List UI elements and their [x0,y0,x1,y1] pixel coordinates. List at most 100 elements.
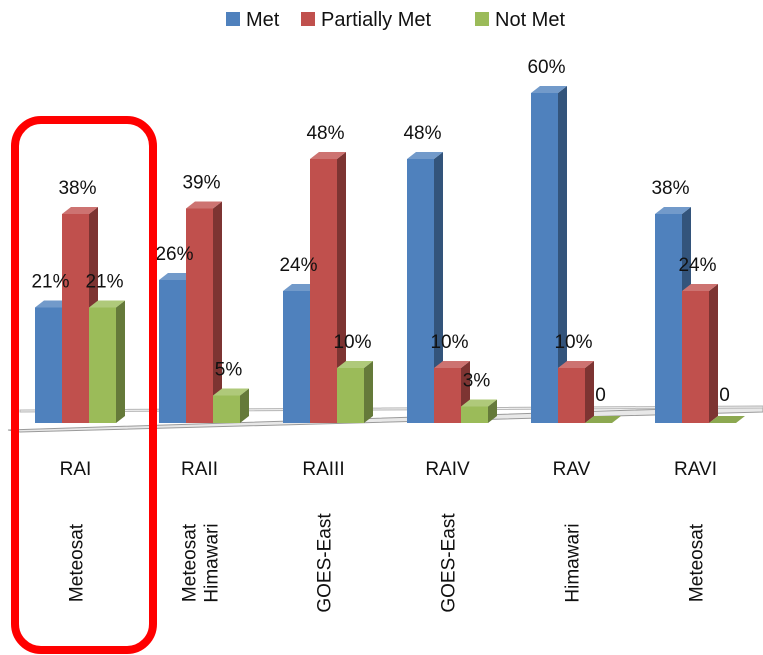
data-label: 38% [58,178,96,199]
bar-side [709,284,718,423]
data-label: 0 [719,385,730,406]
bar-RAIII-partially-met [310,152,346,423]
bar-side [116,300,125,423]
bar-zero [585,416,621,423]
bar-RAI-not-met [89,300,125,423]
bar-RAII-not-met [213,388,249,423]
bar-front [434,368,461,423]
highlight-layer [11,116,157,654]
bar-front [283,291,310,423]
highlight-box [11,116,157,654]
legend-swatch [226,12,240,26]
bar-top [655,207,691,214]
bar-RAVI-partially-met [682,284,718,423]
legend-label: Not Met [495,9,565,31]
data-label: 10% [333,332,371,353]
data-label: 10% [554,332,592,353]
data-label: 5% [215,360,243,381]
bar-front [655,214,682,423]
category-label-RAIV: RAIV [425,459,470,480]
bar-front [62,214,89,423]
legend-item-met: Met [226,9,280,31]
data-labels-layer: 21% 38% 21% 26% 39% 5% 24% 48% 10% 48% 10% 3% 60% 10%… [31,57,729,406]
bar-front [682,291,709,423]
satellite-label: GOES-East [315,513,336,613]
bar-top [89,300,125,308]
bar-front [213,395,240,423]
bar-RAII-partially-met [186,201,222,423]
bar-RAIII-not-met [337,361,373,423]
bar-front [89,307,116,423]
bar-top [558,361,594,368]
legend-swatch [475,12,489,26]
data-label: 21% [31,272,69,293]
data-label: 48% [306,123,344,144]
bar-side [213,201,222,423]
data-label: 24% [279,255,317,276]
bar-side [337,152,346,423]
data-label: 3% [463,371,491,392]
bar-front [310,159,337,423]
satellite-label: Meteosat [180,523,201,602]
bar-top [213,388,249,396]
bars-layer [35,86,745,423]
bar-front [159,280,186,423]
bar-RAIV-partially-met [434,361,470,423]
satellite-label: GOES-East [439,513,460,613]
bar-front [461,406,488,423]
bar-front [407,159,434,423]
data-label: 39% [182,173,220,194]
bar-front [35,307,62,423]
legend-label: Partially Met [321,9,431,31]
bar-front [337,368,364,423]
category-label-RAII: RAII [181,459,218,480]
bar-top [186,201,222,209]
legend-label: Met [246,9,280,31]
bar-top [461,399,497,407]
legend-swatch [301,12,315,26]
data-label: 21% [85,272,123,293]
bar-front [531,93,558,423]
bar-top [62,207,98,214]
bar-zero [709,416,745,423]
data-label: 26% [155,244,193,265]
bar-RAV-partially-met [558,361,594,423]
legend-item-not-met: Not Met [475,9,565,31]
data-label: 60% [527,57,565,78]
satellite-label: Himawari [563,523,584,602]
category-label-RAI: RAI [60,459,92,480]
satellite-label: Meteosat [687,523,708,602]
category-label-RAV: RAV [553,459,591,480]
bar-side [364,361,373,423]
bar-top [682,284,718,291]
bar-front [558,368,585,423]
satellite-label: Meteosat [67,523,88,602]
data-label: 0 [595,385,606,406]
data-label: 48% [403,123,441,144]
data-label: 38% [651,178,689,199]
satellite-label: Himawari [202,523,223,602]
bar-side [240,388,249,423]
bar-RAIV-not-met [461,399,497,423]
bar-top [337,361,373,368]
category-label-RAVI: RAVI [674,459,717,480]
legend: Met Partially Met Not Met [226,9,565,31]
legend-item-partially-met: Partially Met [301,9,431,31]
data-label: 10% [430,332,468,353]
data-label: 24% [678,255,716,276]
bar-front [186,208,213,423]
bar-side [558,86,567,423]
category-label-RAIII: RAIII [302,459,344,480]
bar-top [434,361,470,368]
bar-RAVI-not-met [709,416,745,423]
bar-top [407,152,443,159]
bar-top [310,152,346,159]
bar-RAV-not-met [585,416,621,423]
bar-RAIV-met [407,152,443,423]
bar-side [585,361,594,423]
bar-RAV-met [531,86,567,423]
bar-side [434,152,443,423]
